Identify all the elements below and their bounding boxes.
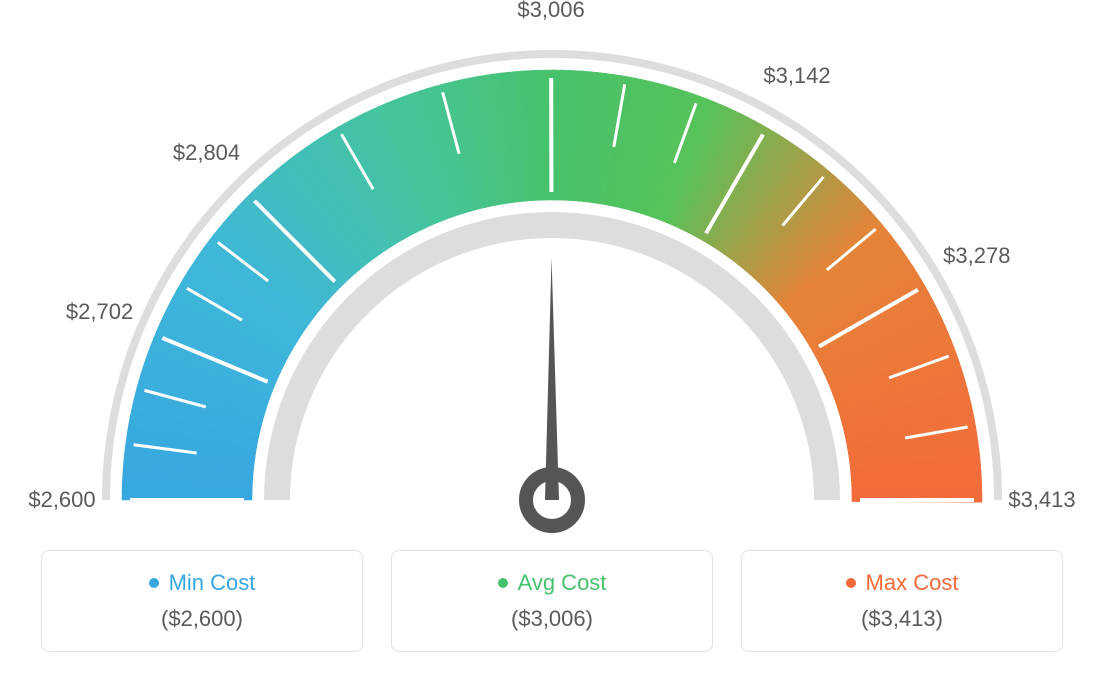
legend-label-avg: Avg Cost (518, 570, 607, 596)
gauge-tick-label: $3,006 (517, 0, 584, 23)
legend-card-max: Max Cost ($3,413) (741, 550, 1063, 652)
legend-dot-avg (498, 578, 508, 588)
legend-dot-max (846, 578, 856, 588)
legend-top-max: Max Cost (846, 570, 959, 596)
legend-card-min: Min Cost ($2,600) (41, 550, 363, 652)
legend-top-min: Min Cost (149, 570, 256, 596)
legend-card-avg: Avg Cost ($3,006) (391, 550, 713, 652)
legend-label-min: Min Cost (169, 570, 256, 596)
gauge-tick-label: $3,142 (763, 63, 830, 89)
gauge-tick-label: $2,804 (173, 140, 240, 166)
legend-row: Min Cost ($2,600) Avg Cost ($3,006) Max … (0, 550, 1104, 652)
legend-value-max: ($3,413) (861, 606, 943, 632)
legend-value-avg: ($3,006) (511, 606, 593, 632)
legend-dot-min (149, 578, 159, 588)
gauge-svg (0, 0, 1104, 560)
gauge-tick-label: $2,702 (66, 299, 133, 325)
legend-value-min: ($2,600) (161, 606, 243, 632)
gauge-chart: $2,600 $2,702 $2,804 $3,006 $3,142 $3,278 $3,4… (0, 0, 1104, 560)
legend-top-avg: Avg Cost (498, 570, 607, 596)
gauge-tick-label: $3,278 (943, 243, 1010, 269)
legend-label-max: Max Cost (866, 570, 959, 596)
gauge-tick-label: $2,600 (28, 487, 95, 513)
gauge-tick-label: $3,413 (1008, 487, 1075, 513)
